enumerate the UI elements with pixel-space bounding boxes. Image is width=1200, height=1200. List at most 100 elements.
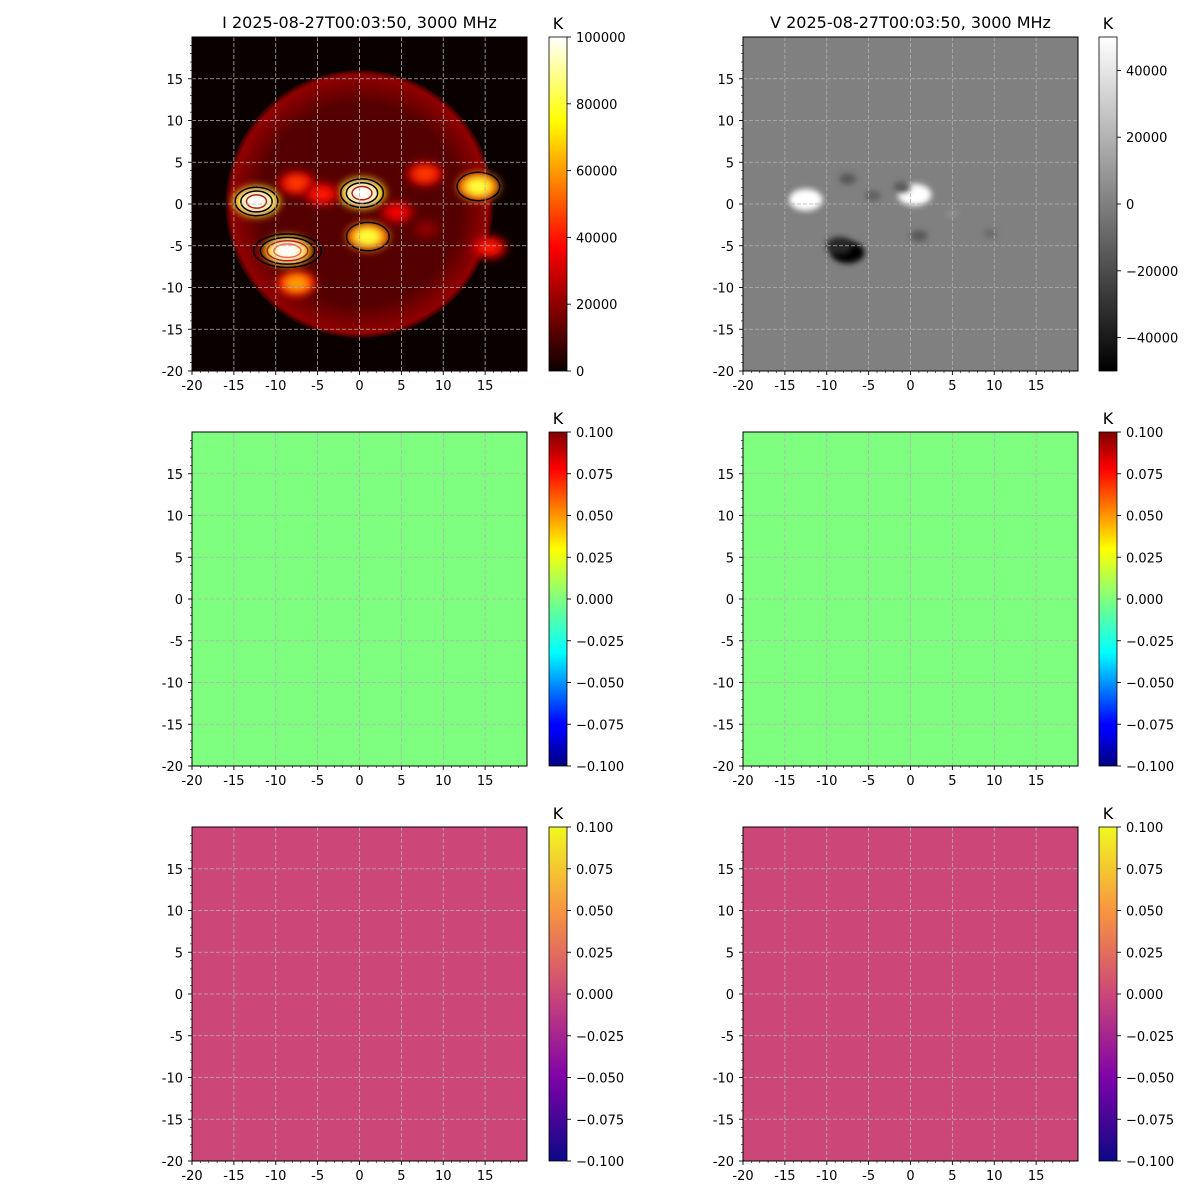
y-tick-label: -5 <box>721 240 734 255</box>
panel-bottom-left: -20 -15 -10 -5 0 5 10 15 -20 -15 -10 -5 0 5 10 15 −0.100… <box>162 804 624 1184</box>
colorbar-tick-label: −0.075 <box>576 1113 624 1128</box>
source-11 <box>411 218 442 240</box>
y-tick-label: 10 <box>717 510 734 525</box>
x-tick-label: 0 <box>355 774 363 789</box>
source-6 <box>893 181 911 193</box>
colorbar-tick-label: 0.050 <box>576 510 613 525</box>
panel-title: V 2025-08-27T00:03:50, 3000 MHz <box>770 13 1051 32</box>
panel-I: -20 -15 -10 -5 0 5 10 15 -20 -15 -10 -5 0 5 10 15 I 2025… <box>162 13 626 394</box>
colorbar-tick-label: −40000 <box>1126 332 1178 347</box>
y-tick-label: -10 <box>713 282 734 297</box>
x-tick-label: 10 <box>435 379 452 394</box>
colorbar-unit: K <box>553 804 564 823</box>
colorbar-tick-label: 0.025 <box>576 946 613 961</box>
x-tick-label: -10 <box>816 1169 837 1184</box>
source-6 <box>278 171 315 196</box>
colorbar-tick-label: 0.050 <box>1126 905 1163 920</box>
colorbar-tick-label: −0.025 <box>1126 1030 1174 1045</box>
y-tick-label: 15 <box>717 863 734 878</box>
source-3 <box>346 222 390 251</box>
y-tick-label: 0 <box>726 198 734 213</box>
y-tick-label: 15 <box>717 468 734 483</box>
colorbar-tick-label: 0.000 <box>1126 593 1163 608</box>
y-tick-label: 5 <box>726 551 734 566</box>
colorbar-tick-label: 0.075 <box>576 863 613 878</box>
y-tick-label: -20 <box>162 1155 183 1170</box>
colorbar-tick-label: −0.025 <box>576 635 624 650</box>
x-tick-label: -5 <box>311 1169 324 1184</box>
x-tick-label: -10 <box>265 1169 286 1184</box>
source-0 <box>789 188 823 211</box>
ticks: -20 -15 -10 -5 0 5 10 15 -20 -15 -10 -5 0 5 10 15 <box>162 440 519 789</box>
colorbar: −0.100 −0.075 −0.050 −0.025 0.000 0.025 0.050 0… <box>548 804 624 1170</box>
y-tick-label: -15 <box>162 718 183 733</box>
x-tick-label: 5 <box>397 774 405 789</box>
contour-2 <box>252 233 323 269</box>
ticks: -20 -15 -10 -5 0 5 10 15 -20 -15 -10 -5 0 5 10 15 <box>713 440 1070 789</box>
colorbar-tick-label: 20000 <box>1126 131 1167 146</box>
colorbar-tick-label: 0.025 <box>1126 551 1163 566</box>
colorbar-tick-label: 0.100 <box>576 426 613 441</box>
y-tick-label: 10 <box>166 905 183 920</box>
x-tick-label: 5 <box>948 1169 956 1184</box>
x-tick-label: 15 <box>1028 774 1045 789</box>
x-tick-label: 10 <box>435 1169 452 1184</box>
x-tick-label: 15 <box>1028 1169 1045 1184</box>
colorbar-tick-label: −0.050 <box>1126 1072 1174 1087</box>
y-tick-label: 0 <box>726 988 734 1003</box>
y-tick-label: 5 <box>175 551 183 566</box>
y-tick-label: -20 <box>713 760 734 775</box>
y-tick-label: -20 <box>162 365 183 380</box>
colorbar-tick-label: 0.100 <box>576 821 613 836</box>
x-tick-label: 15 <box>477 1169 494 1184</box>
y-tick-label: -10 <box>713 1072 734 1087</box>
source-7 <box>910 230 928 242</box>
colorbar: −0.100 −0.075 −0.050 −0.025 0.000 0.025 0.050 0… <box>548 409 624 775</box>
panel-title: I 2025-08-27T00:03:50, 3000 MHz <box>222 13 497 32</box>
colorbar-gradient <box>1098 36 1118 372</box>
y-tick-label: 0 <box>175 593 183 608</box>
colorbar-tick-label: 0.025 <box>1126 946 1163 961</box>
y-tick-label: -10 <box>162 677 183 692</box>
contour-1 <box>339 178 385 209</box>
source-4 <box>457 172 500 201</box>
y-tick-label: -5 <box>170 1030 183 1045</box>
panel-middle-right: -20 -15 -10 -5 0 5 10 15 -20 -15 -10 -5 0 5 10 15 −0.100… <box>713 409 1174 789</box>
x-tick-label: -15 <box>223 774 244 789</box>
colorbar-unit: K <box>1103 409 1114 428</box>
colorbar-tick-label: 0.000 <box>576 988 613 1003</box>
source-7 <box>304 182 340 206</box>
y-tick-label: -15 <box>162 323 183 338</box>
colorbar-gradient <box>1098 431 1118 767</box>
colorbar-tick-label: 40000 <box>1126 64 1167 79</box>
y-tick-label: 10 <box>166 510 183 525</box>
colorbar-unit: K <box>1103 804 1114 823</box>
x-tick-label: -10 <box>265 774 286 789</box>
x-tick-label: -15 <box>774 1169 795 1184</box>
colorbar-tick-label: 0.050 <box>1126 510 1163 525</box>
x-tick-label: 10 <box>986 774 1003 789</box>
colorbar-tick-label: 80000 <box>576 98 617 113</box>
panel-V: -20 -15 -10 -5 0 5 10 15 -20 -15 -10 -5 0 5 10 15 V 2025… <box>713 13 1178 394</box>
contour-0 <box>234 186 279 217</box>
colorbar-tick-label: 40000 <box>576 231 617 246</box>
x-tick-label: 5 <box>948 774 956 789</box>
source-5 <box>277 270 317 297</box>
colorbar-gradient <box>548 826 568 1162</box>
colorbar-tick-label: −0.075 <box>1126 718 1174 733</box>
colorbar-tick-label: 0.075 <box>576 468 613 483</box>
x-tick-label: 10 <box>435 774 452 789</box>
y-tick-label: 0 <box>175 988 183 1003</box>
y-tick-label: -10 <box>713 677 734 692</box>
grid <box>192 827 527 1161</box>
x-tick-label: -20 <box>181 774 202 789</box>
x-tick-label: -5 <box>311 379 324 394</box>
colorbar-tick-label: 0.050 <box>576 905 613 920</box>
panel-middle-left: -20 -15 -10 -5 0 5 10 15 -20 -15 -10 -5 0 5 10 15 −0.100… <box>162 409 624 789</box>
x-tick-label: -10 <box>265 379 286 394</box>
x-tick-label: -15 <box>223 1169 244 1184</box>
x-tick-label: 10 <box>986 1169 1003 1184</box>
colorbar-tick-label: 0.075 <box>1126 863 1163 878</box>
y-tick-label: -5 <box>721 635 734 650</box>
y-tick-label: 15 <box>166 468 183 483</box>
